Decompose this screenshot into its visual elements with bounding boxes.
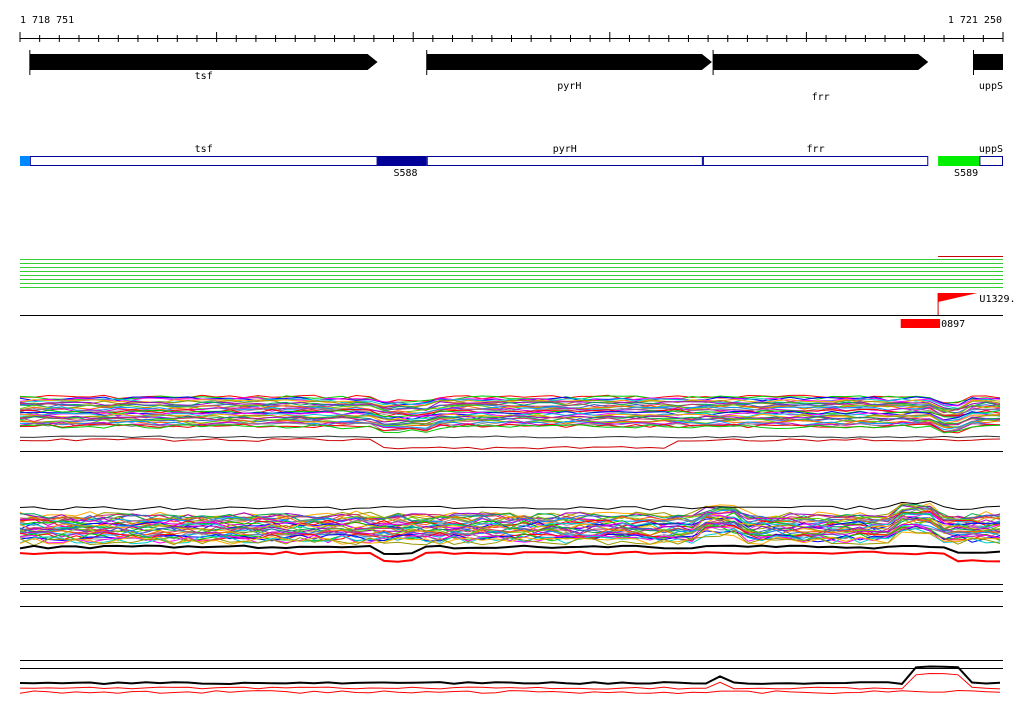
gene-label: pyrH [557,81,581,92]
feature-box [900,319,941,328]
gene-label: uppS [979,81,1003,92]
segment-id-label: S588 [394,168,418,179]
profile-line [19,500,1001,511]
profile-line [19,408,1001,418]
gene-label: tsf [195,71,213,82]
coordinate-ruler [19,32,1004,42]
profile-line [19,398,1001,410]
segment-block [938,156,980,166]
profile-line [19,508,1001,526]
profile-line [19,544,1001,556]
segment-label: pyrH [553,144,577,155]
profile-line [19,689,1001,695]
profile-tracks [19,394,1003,695]
gene-track: tsf pyrH frr uppS [29,50,1003,103]
segment-label: frr [807,144,825,155]
feature-label: 0897 [941,319,965,330]
gene-arrow [426,54,712,70]
gene-arrow [973,54,1003,70]
gene-arrow [713,54,929,70]
profile-line [19,419,1001,429]
profile-line [19,503,1001,522]
profile-line [19,519,1001,538]
feature-flag [938,293,978,302]
profile-line [19,672,1001,690]
profile-line [19,665,1001,686]
segment-box [702,156,929,166]
segment-label: uppS [979,144,1003,155]
profile-line [19,424,1001,434]
segment-block [377,156,427,166]
segment-block [20,156,30,166]
gene-arrow [29,54,378,70]
profile-line [19,550,1001,563]
profile-line [19,399,1001,411]
profile-line [19,435,1001,439]
ruler-end-label: 1 721 250 [948,15,1002,26]
profile-line [19,420,1001,431]
feature-track: U1329. 0897 [900,293,1016,330]
segment-box [979,156,1003,166]
segment-box [29,156,378,166]
profile-line [19,413,1001,424]
profile-line [19,527,1001,545]
expression-track [20,256,1003,316]
segment-track: tsf pyrH frr uppS S588 S589 [20,144,1003,179]
feature-label: U1329. [979,294,1015,305]
profile-line [19,522,1001,539]
segment-id-label: S589 [954,168,978,179]
segment-label: tsf [195,144,213,155]
profile-line [19,528,1001,545]
gene-label: frr [812,92,830,103]
profile-line [19,512,1001,532]
profile-line [19,527,1001,546]
profile-line [19,438,1001,450]
segment-box [426,156,703,166]
ruler-start-label: 1 718 751 [20,15,74,26]
